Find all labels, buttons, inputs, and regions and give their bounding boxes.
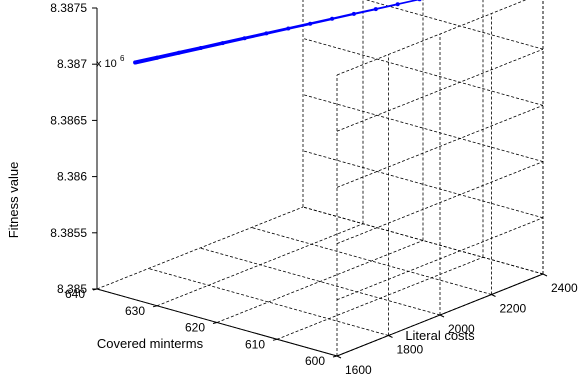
side-wall-grid-line: [302, 150, 544, 219]
data-trail-segment: [155, 50, 181, 60]
y-tick-mark: [542, 273, 548, 277]
y-tick-mark: [388, 335, 393, 338]
data-trail-segment: [243, 31, 268, 40]
y-tick-label: 2000: [448, 322, 475, 336]
x-tick-label: 610: [245, 337, 265, 351]
x-tick-label: 630: [125, 304, 145, 318]
data-trail-segment: [286, 22, 312, 30]
data-trail-segment: [133, 55, 160, 65]
data-layer: [133, 0, 422, 65]
floor-grid-line: [216, 240, 424, 323]
back-wall-grid-line: [336, 217, 544, 301]
data-trail-segment: [374, 3, 399, 11]
x-tick-label: 640: [65, 287, 85, 301]
z-tick-label: 8.386: [57, 170, 87, 184]
x-tick-mark: [212, 322, 218, 324]
axes-layer: [92, 7, 548, 359]
ticks-layer: 600 610 620 630 640 1600 1800 2000 2200 2400 8.385…: [50, 1, 578, 377]
back-wall-grid-line: [336, 161, 544, 244]
y-tick-mark: [439, 314, 445, 318]
x-axis-label: Covered minterms: [97, 336, 204, 351]
floor-grid-line: [96, 206, 304, 290]
y-tick-label: 2400: [551, 281, 578, 295]
z-axis-exponent-prefix: x 10: [96, 58, 117, 70]
z-tick-label: 8.3865: [50, 113, 87, 127]
y-tick-label: 2200: [500, 302, 527, 316]
floor-grid-line: [251, 227, 492, 295]
back-wall-grid-line: [336, 0, 527, 76]
z-tick-label: 8.387: [57, 57, 87, 71]
z-axis-label: Fitness value: [6, 162, 21, 239]
y-axis-label: Literal costs: [405, 328, 475, 343]
z-axis-exponent-power: 6: [120, 54, 125, 63]
z-tick-label: 8.3875: [50, 1, 87, 15]
floor-grid-line: [199, 247, 441, 316]
side-wall-grid-line: [302, 94, 544, 162]
y-tick-mark: [491, 294, 496, 297]
data-trail-segment: [177, 46, 203, 55]
side-wall-grid-line: [302, 206, 544, 275]
data-trail-segment: [308, 17, 334, 25]
x-tick-label: 620: [185, 321, 205, 335]
data-trail-segment: [264, 27, 290, 35]
data-trail-segment: [352, 8, 377, 15]
x-tick-mark: [332, 355, 338, 358]
y-tick-mark: [336, 355, 342, 359]
floor-grid-line: [148, 268, 389, 336]
side-wall-grid-line: [302, 38, 544, 106]
z-tick-label: 8.385: [57, 282, 87, 296]
data-trail-segment: [199, 41, 225, 50]
data-trail-segment: [221, 36, 247, 45]
data-trail-segment: [330, 12, 356, 20]
y-tick-label: 1600: [345, 363, 372, 377]
x-tick-mark: [272, 338, 278, 341]
x-tick-mark: [152, 305, 158, 308]
grid-layer: [96, 0, 544, 357]
back-wall-grid-line: [336, 48, 544, 132]
z-tick-label: 8.3855: [50, 226, 87, 240]
data-trail-segment: [396, 0, 421, 6]
x-tick-label: 600: [305, 354, 325, 368]
back-wall-grid-line: [336, 105, 544, 188]
side-wall-grid-line: [365, 0, 544, 50]
y-tick-label: 1800: [397, 343, 424, 357]
